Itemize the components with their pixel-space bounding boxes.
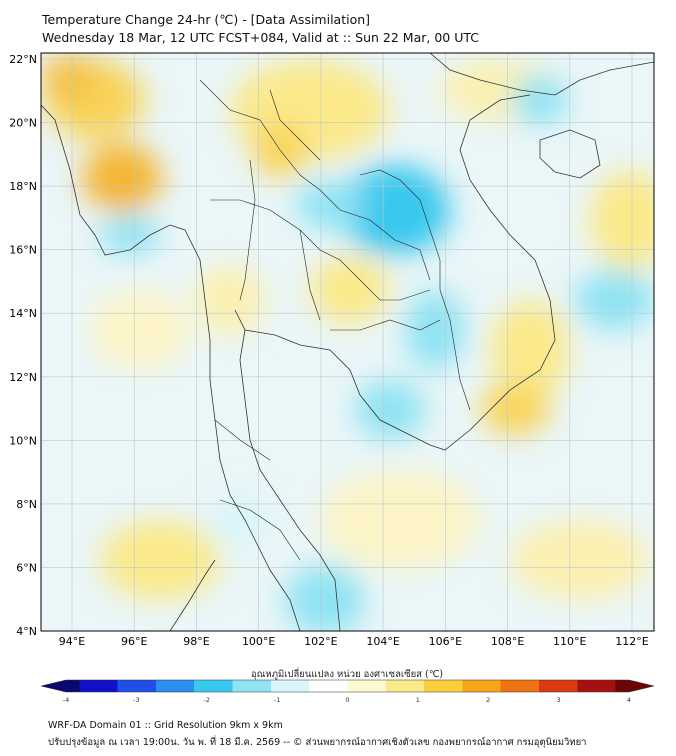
colorbar-tick-label: -4 [63,696,69,704]
latitude-label: 12°N [9,371,37,384]
longitude-label: 104°E [366,635,399,648]
colorbar-ticks: -4 -3 -2 -1 0 1 2 3 4 [63,696,631,704]
latitude-labels: 22°N 20°N 18°N 16°N 14°N 12°N 10°N 8°N 6°N 4°N [9,53,37,638]
longitude-label: 94°E [59,635,85,648]
longitude-label: 110°E [553,635,586,648]
temperature-change-map: 22°N 20°N 18°N 16°N 14°N 12°N 10°N 8°N 6°N 4°N 94… [9,52,655,704]
footer-model-info: WRF-DA Domain 01 :: Grid Resolution 9km … [48,720,283,731]
latitude-label: 10°N [9,434,37,447]
latitude-label: 20°N [9,117,37,130]
longitude-label: 100°E [242,635,275,648]
colorbar [40,679,655,693]
colorbar-tick-label: 3 [557,696,561,704]
map-title: Temperature Change 24-hr (℃) - [Data Ass… [42,12,371,27]
longitude-label: 112°E [615,635,648,648]
longitude-label: 96°E [121,635,147,648]
longitude-label: 108°E [491,635,524,648]
latitude-label: 4°N [16,625,37,638]
longitude-label: 106°E [429,635,462,648]
colorbar-tick-label: -2 [204,696,210,704]
colorbar-label: อุณหภูมิเปลี่ยนแปลง หน่วย องศาเซลเซียส (… [251,667,443,680]
colorbar-tick-label: 2 [486,696,490,704]
colorbar-tick-label: 1 [416,696,420,704]
coastlines [41,53,654,631]
longitude-label: 98°E [183,635,209,648]
longitude-labels: 94°E 96°E 98°E 100°E 102°E 104°E 106°E 108°E 110… [59,635,649,648]
colorbar-tick-label: -1 [274,696,280,704]
footer-update-info: ปรับปรุงข้อมูล ณ เวลา 19:00น. วัน พ. ที่… [48,737,587,748]
longitude-label: 102°E [304,635,337,648]
map-frame [40,52,655,632]
colorbar-tick-label: 0 [345,696,349,704]
latitude-label: 8°N [16,498,37,511]
latitude-label: 22°N [9,53,37,66]
latitude-label: 6°N [16,561,37,574]
colorbar-tick-label: 4 [627,696,631,704]
colorbar-tick-label: -3 [133,696,139,704]
latitude-label: 16°N [9,244,37,257]
latitude-label: 18°N [9,180,37,193]
province-borders [199,79,471,561]
latitude-label: 14°N [9,307,37,320]
map-subtitle: Wednesday 18 Mar, 12 UTC FCST+084, Valid… [42,30,479,45]
